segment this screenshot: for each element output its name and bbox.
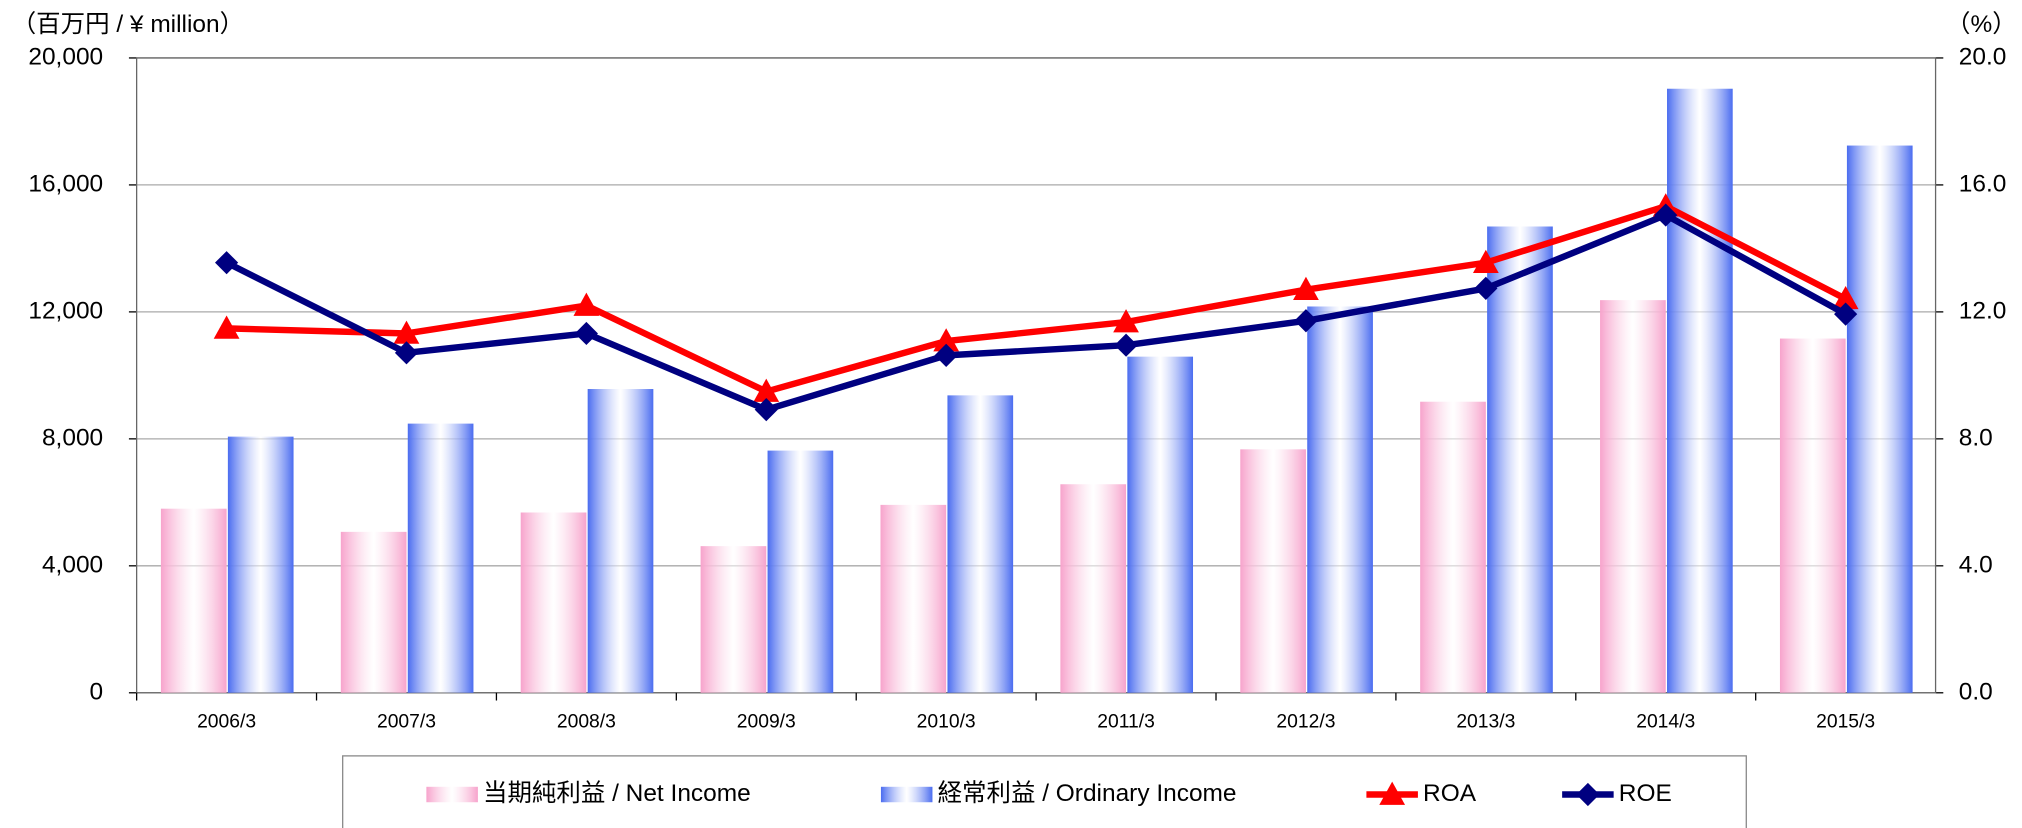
line xyxy=(225,211,1848,413)
legend-swatch xyxy=(880,786,933,803)
y2-axis-label: （%） xyxy=(1946,10,2017,38)
bar xyxy=(700,546,767,693)
bar xyxy=(1487,226,1553,693)
bar xyxy=(1307,306,1373,693)
bar xyxy=(1846,145,1913,693)
marker xyxy=(934,343,958,367)
legend-box xyxy=(342,755,1747,828)
line xyxy=(226,202,1848,395)
bar xyxy=(160,508,227,693)
y2-tick-label: 20.0 xyxy=(1959,43,2007,70)
bar xyxy=(340,531,407,693)
marker xyxy=(1114,333,1138,357)
marker xyxy=(933,328,960,352)
bar xyxy=(1060,484,1127,693)
bar xyxy=(1420,401,1486,693)
bar xyxy=(587,389,654,693)
marker xyxy=(573,292,600,316)
y-tick-label: 4,000 xyxy=(42,551,103,578)
legend-label: 当期純利益 / Net Income xyxy=(483,779,751,807)
x-tick-label: 2014/3 xyxy=(1636,712,1695,733)
y2-tick-label: 16.0 xyxy=(1959,170,2007,197)
y-axis-label: （百万円 / ¥ million） xyxy=(12,10,244,38)
y-tick-label: 0 xyxy=(90,678,104,705)
x-tick-label: 2010/3 xyxy=(917,712,976,733)
legend-swatch xyxy=(426,786,478,803)
y2-tick-label: 12.0 xyxy=(1959,297,2007,324)
x-tick-label: 2008/3 xyxy=(557,712,616,733)
bar xyxy=(1667,88,1733,693)
marker xyxy=(394,341,419,365)
y-tick-label: 16,000 xyxy=(28,170,103,197)
legend-label: 経常利益 / Ordinary Income xyxy=(938,779,1237,807)
y-tick-label: 12,000 xyxy=(28,297,103,324)
y2-tick-label: 0.0 xyxy=(1959,678,1993,705)
bar xyxy=(767,450,834,693)
marker xyxy=(1113,309,1139,333)
bar xyxy=(947,395,1014,693)
marker xyxy=(1832,285,1859,310)
y2-tick-label: 4.0 xyxy=(1959,551,1993,578)
legend-label: ROA xyxy=(1423,780,1477,807)
y2-tick-label: 8.0 xyxy=(1959,424,1993,451)
bar xyxy=(520,512,587,693)
marker xyxy=(393,320,420,344)
x-tick-label: 2009/3 xyxy=(737,712,796,733)
marker xyxy=(574,321,598,346)
x-tick-label: 2011/3 xyxy=(1097,712,1155,733)
x-tick-label: 2013/3 xyxy=(1456,712,1515,733)
marker xyxy=(754,398,778,422)
y-tick-label: 8,000 xyxy=(42,424,103,451)
legend-marker xyxy=(1379,781,1406,805)
x-tick-label: 2015/3 xyxy=(1816,712,1875,733)
marker xyxy=(1474,276,1498,300)
bar xyxy=(407,423,474,693)
marker xyxy=(214,251,239,275)
bar xyxy=(880,504,947,693)
bar xyxy=(1127,356,1194,693)
marker xyxy=(753,378,780,402)
x-tick-label: 2007/3 xyxy=(377,712,436,733)
bar xyxy=(1600,300,1666,693)
bar xyxy=(227,436,294,693)
y-tick-label: 20,000 xyxy=(28,43,103,70)
marker xyxy=(213,315,240,339)
legend-marker xyxy=(1576,782,1600,807)
bar xyxy=(1240,449,1306,693)
x-tick-label: 2012/3 xyxy=(1276,712,1335,733)
legend-label: ROE xyxy=(1619,780,1672,807)
marker xyxy=(1293,276,1319,300)
marker xyxy=(1472,249,1499,273)
marker xyxy=(1654,203,1678,227)
bar xyxy=(1779,338,1846,693)
x-tick-label: 2006/3 xyxy=(197,712,256,733)
